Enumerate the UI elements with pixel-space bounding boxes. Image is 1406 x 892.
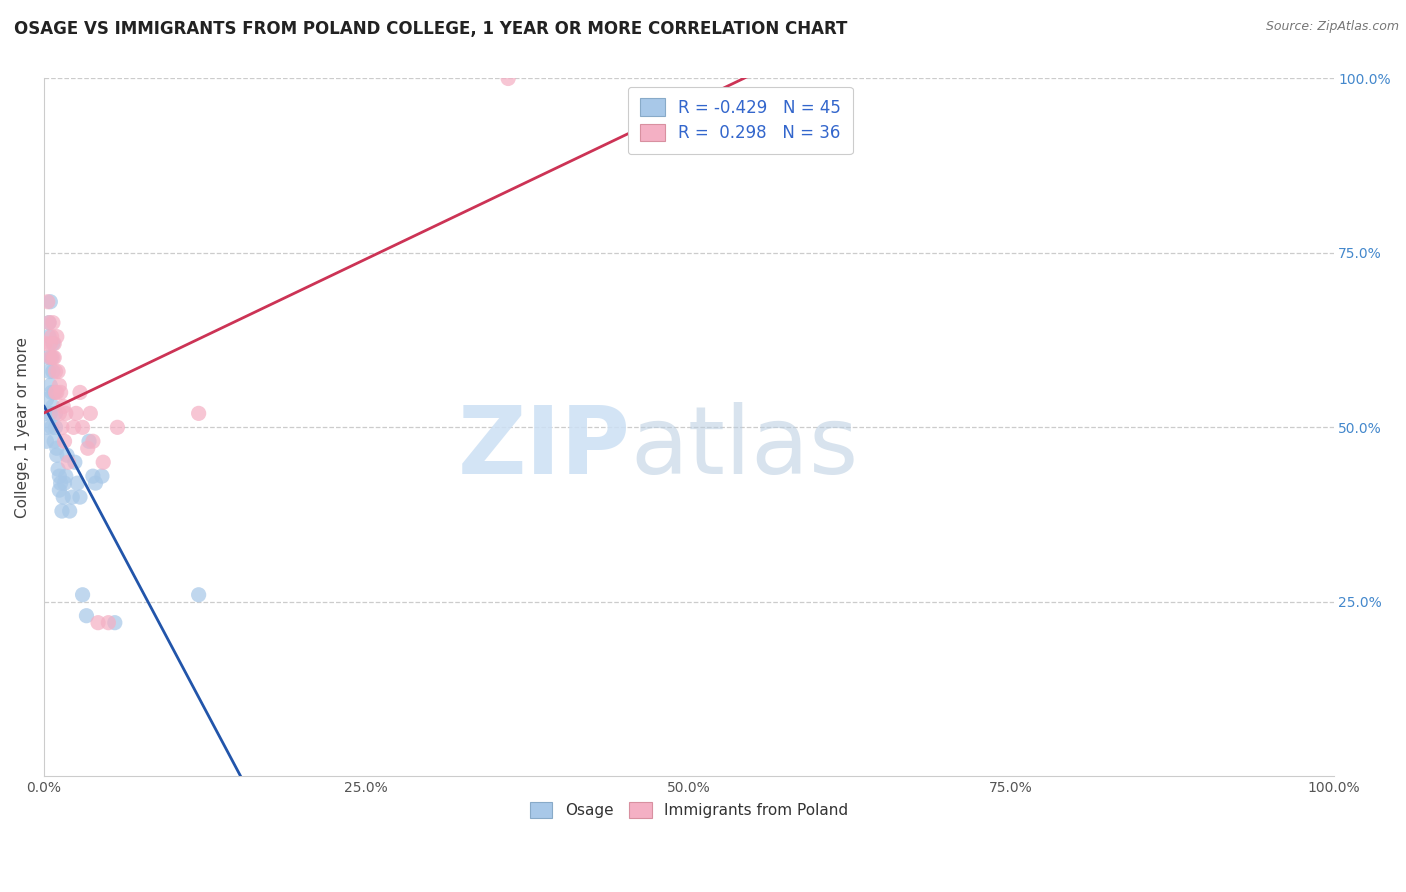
Point [44,385,66,400]
Point [69,385,91,400]
Point [51,504,73,518]
Point [44,364,66,378]
Point [39,336,62,351]
Point [76,442,98,456]
Text: Source: ZipAtlas.com: Source: ZipAtlas.com [1265,20,1399,33]
Point [46,364,69,378]
Point [35,434,58,449]
Point [41,385,63,400]
Point [90,469,112,483]
Point [34,406,56,420]
Point [187,406,209,420]
Point [69,490,91,504]
Point [496,71,519,86]
Point [37,420,59,434]
Point [65,406,87,420]
Point [44,351,66,365]
Point [49,476,72,491]
Point [38,316,60,330]
Legend: Osage, Immigrants from Poland: Osage, Immigrants from Poland [523,797,853,824]
Point [82,434,104,449]
Point [63,455,86,469]
Point [41,329,63,343]
Point [58,455,80,469]
Point [42,400,65,414]
Point [39,378,62,392]
Point [75,608,97,623]
Point [53,476,76,491]
Text: atlas: atlas [631,402,859,494]
Point [45,329,67,343]
Point [77,434,100,449]
Point [42,336,65,351]
Point [72,588,94,602]
Point [48,378,70,392]
Point [82,469,104,483]
Point [38,329,60,343]
Point [53,434,76,449]
Point [97,615,120,630]
Point [41,420,63,434]
Point [56,448,79,462]
Point [39,294,62,309]
Point [48,406,70,420]
Point [44,336,66,351]
Point [45,442,67,456]
Point [44,420,66,434]
Point [91,455,114,469]
Point [52,490,75,504]
Point [72,420,94,434]
Point [39,406,62,420]
Point [39,351,62,365]
Point [38,316,60,330]
Point [55,406,77,420]
Point [34,336,56,351]
Y-axis label: College, 1 year or more: College, 1 year or more [15,337,30,518]
Point [48,469,70,483]
Point [49,385,72,400]
Point [42,364,65,378]
Point [38,364,60,378]
Point [41,351,63,365]
Point [48,483,70,497]
Point [52,400,75,414]
Point [44,434,66,449]
Point [60,490,83,504]
Point [66,476,89,491]
Point [37,351,59,365]
Text: OSAGE VS IMMIGRANTS FROM POLAND COLLEGE, 1 YEAR OR MORE CORRELATION CHART: OSAGE VS IMMIGRANTS FROM POLAND COLLEGE,… [14,20,848,37]
Point [46,462,69,476]
Point [105,420,128,434]
Point [42,316,65,330]
Point [79,406,101,420]
Point [44,385,66,400]
Point [35,392,58,407]
Point [44,406,66,420]
Point [84,476,107,491]
Point [37,294,59,309]
Point [187,588,209,602]
Point [42,351,65,365]
Point [104,615,127,630]
Text: ZIP: ZIP [458,402,631,494]
Point [55,469,77,483]
Point [87,615,110,630]
Point [45,448,67,462]
Point [62,420,84,434]
Point [51,420,73,434]
Point [45,385,67,400]
Point [59,504,82,518]
